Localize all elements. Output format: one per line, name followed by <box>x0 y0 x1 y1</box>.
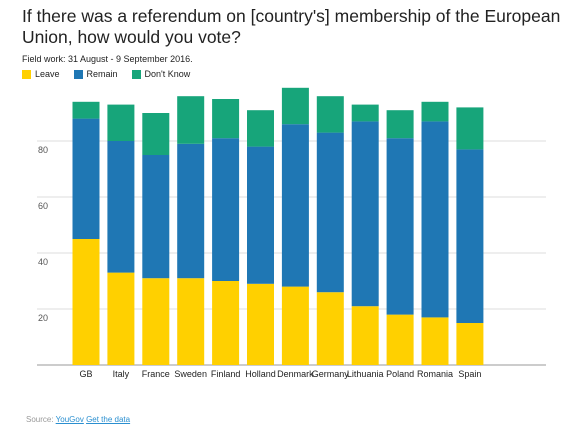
bar-germany-remain <box>316 132 344 293</box>
bar-denmark-don-t-know <box>281 87 309 125</box>
bar-holland-don-t-know <box>247 110 274 147</box>
bar-france-don-t-know <box>142 113 170 155</box>
x-tick-label-romania: Romania <box>417 369 453 379</box>
legend-label-remain: Remain <box>86 69 118 79</box>
bar-romania-don-t-know <box>421 101 449 122</box>
bar-denmark-leave <box>281 286 309 365</box>
bar-lithuania-remain <box>351 121 379 307</box>
footer: Source: YouGov Get the data <box>26 415 130 424</box>
legend-swatch-remain <box>73 69 83 79</box>
legend-swatch-dont-know <box>131 69 141 79</box>
y-tick-label-20: 20 <box>38 313 48 323</box>
y-tick-label-80: 80 <box>38 145 48 155</box>
bar-lithuania-leave <box>351 306 379 365</box>
x-tick-label-france: France <box>142 369 170 379</box>
legend: Leave Remain Don't Know <box>22 69 190 79</box>
bar-italy-don-t-know <box>107 104 135 141</box>
x-tick-label-sweden: Sweden <box>174 369 207 379</box>
x-tick-label-finland: Finland <box>211 369 241 379</box>
bar-finland-don-t-know <box>212 99 240 139</box>
bar-finland-remain <box>212 138 240 281</box>
bar-italy-remain <box>107 141 135 273</box>
bar-spain-don-t-know <box>456 107 484 150</box>
bar-gb-don-t-know <box>72 101 100 119</box>
bar-poland-leave <box>386 314 414 365</box>
x-tick-label-lithuania: Lithuania <box>347 369 384 379</box>
bar-spain-leave <box>456 323 484 365</box>
bar-poland-don-t-know <box>386 110 414 139</box>
bar-finland-leave <box>212 281 240 365</box>
bar-germany-leave <box>316 292 344 365</box>
bar-france-remain <box>142 155 170 279</box>
bar-romania-remain <box>421 121 449 318</box>
source-link[interactable]: YouGov <box>55 415 84 424</box>
bar-holland-remain <box>247 146 274 284</box>
x-tick-label-holland: Holland <box>245 369 276 379</box>
y-tick-label-40: 40 <box>38 257 48 267</box>
x-tick-label-germany: Germany <box>312 369 350 379</box>
x-tick-label-gb: GB <box>79 369 92 379</box>
legend-item-remain: Remain <box>73 69 118 79</box>
bar-romania-leave <box>421 317 449 365</box>
get-data-link[interactable]: Get the data <box>86 415 131 424</box>
bar-france-leave <box>142 278 170 365</box>
bar-italy-leave <box>107 272 135 365</box>
bar-lithuania-don-t-know <box>351 104 379 122</box>
bar-gb-remain <box>72 118 100 239</box>
legend-label-leave: Leave <box>35 69 60 79</box>
legend-label-dont-know: Don't Know <box>144 69 191 79</box>
legend-item-leave: Leave <box>22 69 60 79</box>
bar-poland-remain <box>386 138 414 315</box>
bar-denmark-remain <box>281 124 309 287</box>
legend-swatch-leave <box>22 69 31 79</box>
bar-spain-remain <box>456 149 484 323</box>
bar-gb-leave <box>72 239 100 365</box>
bar-sweden-remain <box>177 143 205 279</box>
x-tick-label-poland: Poland <box>386 369 414 379</box>
bar-holland-leave <box>247 283 274 365</box>
x-tick-label-italy: Italy <box>113 369 130 379</box>
legend-item-dont-know: Don't Know <box>131 69 191 79</box>
chart-subtitle: Field work: 31 August - 9 September 2016… <box>22 54 193 64</box>
y-tick-label-60: 60 <box>38 201 48 211</box>
bar-germany-don-t-know <box>316 96 344 133</box>
x-tick-label-denmark: Denmark <box>277 369 314 379</box>
chart-title: If there was a referendum on [country's]… <box>22 6 561 47</box>
bar-sweden-don-t-know <box>177 96 205 144</box>
source-label: Source: <box>26 415 54 424</box>
x-tick-label-spain: Spain <box>458 369 481 379</box>
bar-sweden-leave <box>177 278 205 365</box>
